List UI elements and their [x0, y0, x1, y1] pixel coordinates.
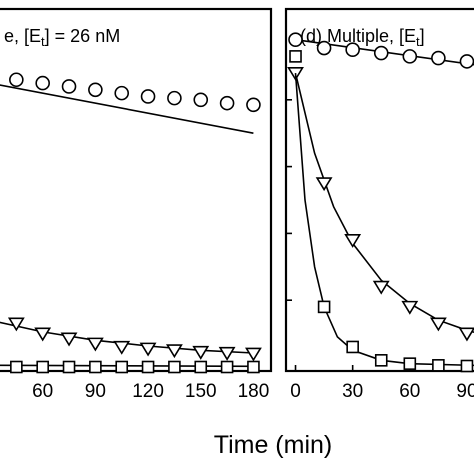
panel-left-title: e, [Et] = 26 nM	[4, 26, 120, 49]
x-tick-label: 180	[238, 381, 270, 402]
data-point-square	[289, 50, 302, 63]
data-point-triangle-down	[401, 300, 419, 315]
x-tick-label: 60	[399, 381, 420, 402]
data-point-triangle-down	[245, 347, 262, 362]
data-point-circle	[431, 50, 446, 66]
data-point-triangle-down	[458, 327, 474, 342]
x-tick-label: 90	[456, 381, 474, 402]
data-point-triangle-down	[315, 177, 333, 192]
fit-curve-circle	[0, 84, 254, 134]
data-point-triangle-down	[372, 280, 390, 295]
data-point-circle	[88, 82, 103, 98]
data-point-circle	[345, 42, 360, 58]
x-tick-label: 120	[132, 381, 164, 402]
data-point-triangle-down	[429, 317, 447, 332]
data-point-circle	[61, 79, 77, 94]
x-tick-label: 60	[32, 381, 53, 402]
data-point-circle	[140, 89, 156, 104]
data-point-circle	[246, 97, 261, 113]
data-point-square	[168, 360, 181, 374]
data-point-triangle-down	[113, 340, 131, 355]
panel-right-frame	[284, 7, 474, 373]
data-point-circle	[288, 32, 303, 47]
data-point-circle	[35, 75, 50, 91]
data-point-triangle-down	[60, 332, 78, 347]
x-tick-label: 0	[290, 381, 301, 402]
panel-left-frame	[0, 7, 273, 373]
data-point-square	[432, 359, 445, 372]
x-tick-label: 150	[185, 381, 217, 402]
fit-curve-square	[294, 73, 474, 367]
data-point-square	[62, 360, 76, 374]
x-tick-label: 30	[342, 381, 363, 402]
data-point-triangle-down	[344, 234, 362, 248]
data-point-triangle-down	[165, 344, 183, 359]
data-point-square	[317, 300, 331, 314]
data-point-circle	[167, 90, 182, 106]
data-point-square	[194, 360, 208, 374]
x-axis-label: Time (min)	[214, 431, 333, 459]
data-point-triangle-down	[139, 342, 157, 357]
data-point-circle	[219, 95, 235, 111]
data-point-triangle-down	[86, 337, 104, 352]
data-point-square	[460, 359, 474, 373]
data-point-circle	[193, 92, 209, 108]
data-point-square	[115, 360, 129, 374]
panel-left: e, [Et] = 26 nM 60 90 120 150 180	[0, 7, 273, 402]
data-point-square	[36, 360, 49, 374]
data-point-square	[89, 360, 102, 374]
data-point-circle	[316, 40, 332, 56]
data-point-square	[346, 340, 359, 354]
data-point-square	[10, 360, 23, 374]
data-point-square	[141, 360, 155, 374]
data-point-triangle-down	[192, 345, 210, 360]
data-point-circle	[402, 49, 418, 64]
x-tick-label: 90	[85, 381, 106, 402]
data-point-square	[403, 357, 417, 370]
data-point-square	[374, 354, 388, 367]
data-point-square	[247, 360, 260, 374]
data-point-square	[220, 360, 234, 374]
data-point-circle	[9, 72, 24, 88]
data-point-triangle-down	[218, 346, 236, 361]
data-point-circle	[459, 54, 474, 69]
panel-right-title: (d) Multiple, [Et]	[300, 26, 425, 49]
data-point-triangle-down	[34, 327, 52, 342]
panel-right: (d) Multiple, [Et] 0 30 60 90	[284, 7, 474, 402]
fit-curve-triangle-down	[0, 321, 254, 354]
fit-curve-triangle-down	[294, 72, 474, 333]
data-point-circle	[114, 85, 130, 101]
data-point-triangle-down	[7, 317, 25, 332]
data-point-circle	[373, 45, 389, 61]
